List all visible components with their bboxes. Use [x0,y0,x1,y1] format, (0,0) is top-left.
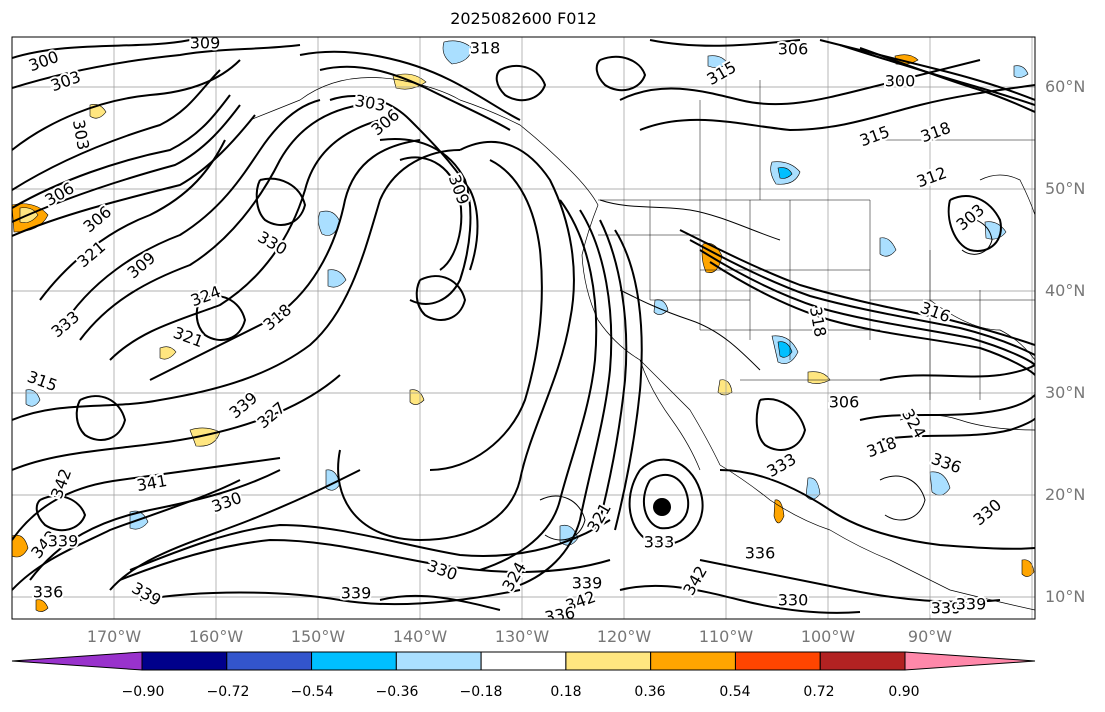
contour-label: 339 [931,599,962,618]
shade-patch [442,40,473,65]
shade-patch [717,379,733,396]
contour-label: 336 [33,583,64,602]
lon-label: 90°W [907,627,953,646]
colorbar-segment [226,651,313,671]
contour-label: 330 [778,591,809,610]
contour-label: 306 [778,40,809,59]
colorbar-segment [141,651,228,671]
contour-label: 339 [956,595,987,614]
gridlines [12,37,1035,619]
lat-label: 10°N [1045,587,1086,606]
shade-patch [879,237,897,257]
colorbar-tick-label: 0.54 [719,684,751,700]
contour-label: 318 [470,39,501,58]
colorbar-segment [480,651,567,671]
contour-label: 333 [644,533,675,552]
colorbar-segment [650,651,736,671]
shade-patch [409,389,425,405]
shade-patch [773,499,785,524]
shade-patch [929,471,951,496]
shade-patch [159,346,177,360]
contour-label: 306 [829,393,860,412]
shade-patch [707,55,729,68]
lon-label: 100°W [800,627,856,646]
colorbar-tick-label: −0.90 [121,684,165,700]
shade-patch [1013,65,1029,78]
colorbar-tick-label: −0.54 [290,684,334,700]
shade-patch [12,534,29,558]
map-frame [11,36,1036,620]
map-title: 2025082600 F012 [450,9,597,28]
contour-label: 339 [48,532,79,551]
colorbar-tick-label: −0.36 [375,684,419,700]
colorbar-tick-label: 0.72 [803,684,835,700]
lat-label: 30°N [1045,383,1086,402]
lat-label: 20°N [1045,485,1086,504]
colorbar-segment [311,651,397,671]
contour-label: 300 [885,72,916,91]
lon-label: 120°W [596,627,652,646]
lon-label: 160°W [188,627,244,646]
shade-patch [35,599,49,612]
contours [12,39,1035,614]
lon-label: 140°W [392,627,448,646]
lat-label: 40°N [1045,281,1086,300]
shade-patch [805,477,821,500]
minor-contours [539,199,993,541]
colorbar [11,651,1036,671]
lon-label: 170°W [86,627,142,646]
colorbar-tick-label: −0.18 [459,684,503,700]
colorbar-tick-label: 0.90 [888,684,920,700]
colorbar-tick-label: −0.72 [206,684,250,700]
colorbar-extend-max [904,651,1036,671]
lat-label: 50°N [1045,179,1086,198]
shade-patch [25,389,41,407]
colorbar-segment [734,651,821,671]
shade-patch [777,167,793,179]
colorbar-tick-label: 0.18 [550,684,582,700]
shade-patch [318,210,341,236]
colorbar-tick-label: 0.36 [634,684,666,700]
lon-label: 130°W [494,627,550,646]
lon-label: 110°W [698,627,754,646]
shade-patch [327,269,347,288]
shade-patch [777,341,793,358]
colorbar-segment [395,651,482,671]
storm-center-marker [653,498,671,516]
colorbar-extend-min [11,651,143,671]
contour-label: 339 [341,584,372,603]
colorbar-segment [819,651,906,671]
contour-label: 336 [745,544,776,563]
lon-label: 150°W [290,627,346,646]
shade-patch [1021,559,1035,577]
contour-label: 339 [572,574,603,593]
colorbar-segment [565,651,652,671]
contour-label: 336 [543,603,576,627]
contour-label: 309 [190,34,221,53]
lat-label: 60°N [1045,77,1086,96]
